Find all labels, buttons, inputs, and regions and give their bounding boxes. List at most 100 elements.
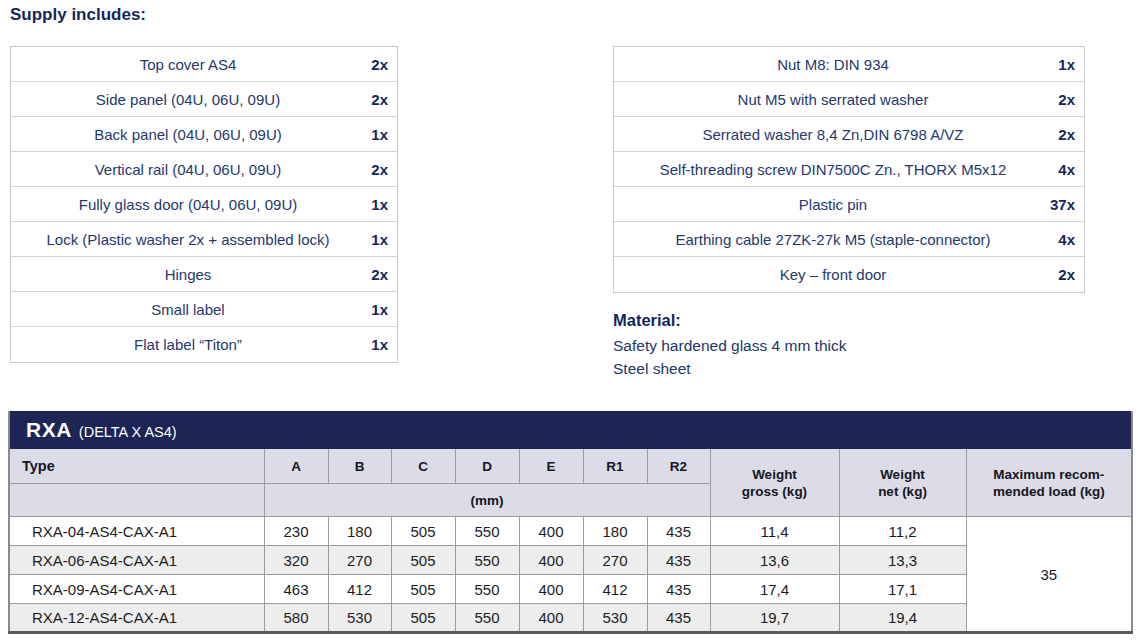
- supply-item-qty: 2x: [361, 91, 397, 108]
- header-weight-net: Weight net (kg): [839, 449, 966, 517]
- supply-item-qty: 2x: [1048, 91, 1084, 108]
- supply-item: Hinges2x: [11, 257, 397, 292]
- supply-item-label: Nut M8: DIN 934: [614, 56, 1048, 73]
- spec-table-section: RXA(DELTA X AS4) Type A B C D E R1 R2 We…: [8, 411, 1131, 634]
- cell-c: 505: [391, 604, 455, 633]
- supply-item: Key – front door2x: [614, 257, 1084, 292]
- supply-list-left: Top cover AS4 2x Side panel (04U, 06U, 09…: [10, 46, 398, 363]
- supply-item: Fully glass door (04U, 06U, 09U)1x: [11, 187, 397, 222]
- supply-item-label: Key – front door: [614, 266, 1048, 283]
- spec-title-cell: RXA(DELTA X AS4): [9, 412, 1132, 449]
- cell-b: 270: [328, 546, 391, 575]
- supply-item-label: Nut M5 with serrated washer: [614, 91, 1048, 108]
- material-section: Material: Safety hardened glass 4 mm thi…: [613, 311, 846, 380]
- supply-item-label: Serrated washer 8,4 Zn,DIN 6798 A/VZ: [614, 126, 1048, 143]
- supply-item-qty: 4x: [1048, 161, 1084, 178]
- cell-weight-gross: 11,4: [710, 517, 839, 546]
- supply-item: Vertical rail (04U, 06U, 09U)2x: [11, 152, 397, 187]
- supply-list-right: Nut M8: DIN 9341x Nut M5 with serrated w…: [613, 46, 1085, 293]
- cell-weight-gross: 13,6: [710, 546, 839, 575]
- cell-max-load: 35: [966, 517, 1132, 633]
- spec-row: RXA-06-AS4-CAX-A1 320 270 505 550 400 27…: [9, 546, 1132, 575]
- cell-a: 463: [264, 575, 328, 604]
- supply-includes-heading: Supply includes:: [10, 5, 146, 25]
- cell-e: 400: [519, 517, 583, 546]
- supply-item: Side panel (04U, 06U, 09U)2x: [11, 82, 397, 117]
- supply-item-qty: 1x: [361, 231, 397, 248]
- cell-type: RXA-09-AS4-CAX-A1: [9, 575, 264, 604]
- unit-row-empty-cell: [9, 484, 264, 517]
- supply-item-label: Small label: [11, 301, 361, 318]
- cell-e: 400: [519, 575, 583, 604]
- cell-a: 230: [264, 517, 328, 546]
- supply-item-qty: 4x: [1048, 231, 1084, 248]
- cell-d: 550: [455, 546, 519, 575]
- supply-item-label: Self-threading screw DIN7500C Zn., THORX…: [614, 161, 1048, 178]
- supply-item-qty: 1x: [361, 196, 397, 213]
- material-heading: Material:: [613, 311, 846, 330]
- header-weight-net-line1: Weight: [840, 466, 966, 483]
- material-line: Steel sheet: [613, 357, 846, 380]
- supply-item-label: Flat label “Titon”: [11, 336, 361, 353]
- header-dim-a: A: [264, 449, 328, 484]
- spec-row: RXA-04-AS4-CAX-A1 230 180 505 550 400 18…: [9, 517, 1132, 546]
- supply-item: Earthing cable 27ZK-27k M5 (staple-conne…: [614, 222, 1084, 257]
- header-max-load: Maximum recom- mended load (kg): [966, 449, 1132, 517]
- cell-c: 505: [391, 546, 455, 575]
- supply-item: Self-threading screw DIN7500C Zn., THORX…: [614, 152, 1084, 187]
- cell-d: 550: [455, 517, 519, 546]
- cell-r2: 435: [647, 546, 710, 575]
- cell-r1: 412: [583, 575, 647, 604]
- supply-item-qty: 37x: [1048, 196, 1084, 213]
- spec-row: RXA-09-AS4-CAX-A1 463 412 505 550 400 41…: [9, 575, 1132, 604]
- supply-item-label: Side panel (04U, 06U, 09U): [11, 91, 361, 108]
- header-weight-gross: Weight gross (kg): [710, 449, 839, 517]
- header-max-load-line2: mended load (kg): [967, 483, 1132, 500]
- header-dim-c: C: [391, 449, 455, 484]
- supply-item-label: Lock (Plastic washer 2x + assembled lock…: [11, 231, 361, 248]
- cell-weight-net: 11,2: [839, 517, 966, 546]
- cell-e: 400: [519, 546, 583, 575]
- cell-r1: 180: [583, 517, 647, 546]
- cell-type: RXA-04-AS4-CAX-A1: [9, 517, 264, 546]
- supply-item-qty: 2x: [1048, 266, 1084, 283]
- cell-d: 550: [455, 604, 519, 633]
- supply-item-qty: 2x: [1048, 126, 1084, 143]
- header-weight-net-line2: net (kg): [840, 483, 966, 500]
- supply-item-qty: 2x: [361, 161, 397, 178]
- header-dim-d: D: [455, 449, 519, 484]
- header-max-load-line1: Maximum recom-: [967, 466, 1132, 483]
- spec-title-bar: RXA(DELTA X AS4): [9, 412, 1132, 449]
- cell-c: 505: [391, 517, 455, 546]
- cell-d: 550: [455, 575, 519, 604]
- supply-item: Plastic pin37x: [614, 187, 1084, 222]
- header-weight-gross-line2: gross (kg): [711, 483, 839, 500]
- supply-item: Small label1x: [11, 292, 397, 327]
- cell-e: 400: [519, 604, 583, 633]
- cell-a: 320: [264, 546, 328, 575]
- supply-item-qty: 1x: [361, 336, 397, 353]
- cell-weight-gross: 17,4: [710, 575, 839, 604]
- spec-title: RXA: [26, 418, 72, 441]
- spec-table: RXA(DELTA X AS4) Type A B C D E R1 R2 We…: [8, 411, 1133, 634]
- spec-row: RXA-12-AS4-CAX-A1 580 530 505 550 400 53…: [9, 604, 1132, 633]
- supply-item: Flat label “Titon”1x: [11, 327, 397, 362]
- cell-weight-net: 13,3: [839, 546, 966, 575]
- supply-item-label: Vertical rail (04U, 06U, 09U): [11, 161, 361, 178]
- supply-item: Serrated washer 8,4 Zn,DIN 6798 A/VZ2x: [614, 117, 1084, 152]
- cell-b: 180: [328, 517, 391, 546]
- unit-label: (mm): [264, 484, 710, 517]
- header-type: Type: [9, 449, 264, 484]
- supply-item: Nut M8: DIN 9341x: [614, 47, 1084, 82]
- supply-item-label: Back panel (04U, 06U, 09U): [11, 126, 361, 143]
- cell-weight-gross: 19,7: [710, 604, 839, 633]
- cell-a: 580: [264, 604, 328, 633]
- cell-b: 530: [328, 604, 391, 633]
- cell-r2: 435: [647, 575, 710, 604]
- supply-item-label: Plastic pin: [614, 196, 1048, 213]
- cell-r2: 435: [647, 517, 710, 546]
- cell-r1: 270: [583, 546, 647, 575]
- supply-item-qty: 1x: [361, 301, 397, 318]
- supply-item-label: Top cover AS4: [11, 56, 361, 73]
- supply-item: Lock (Plastic washer 2x + assembled lock…: [11, 222, 397, 257]
